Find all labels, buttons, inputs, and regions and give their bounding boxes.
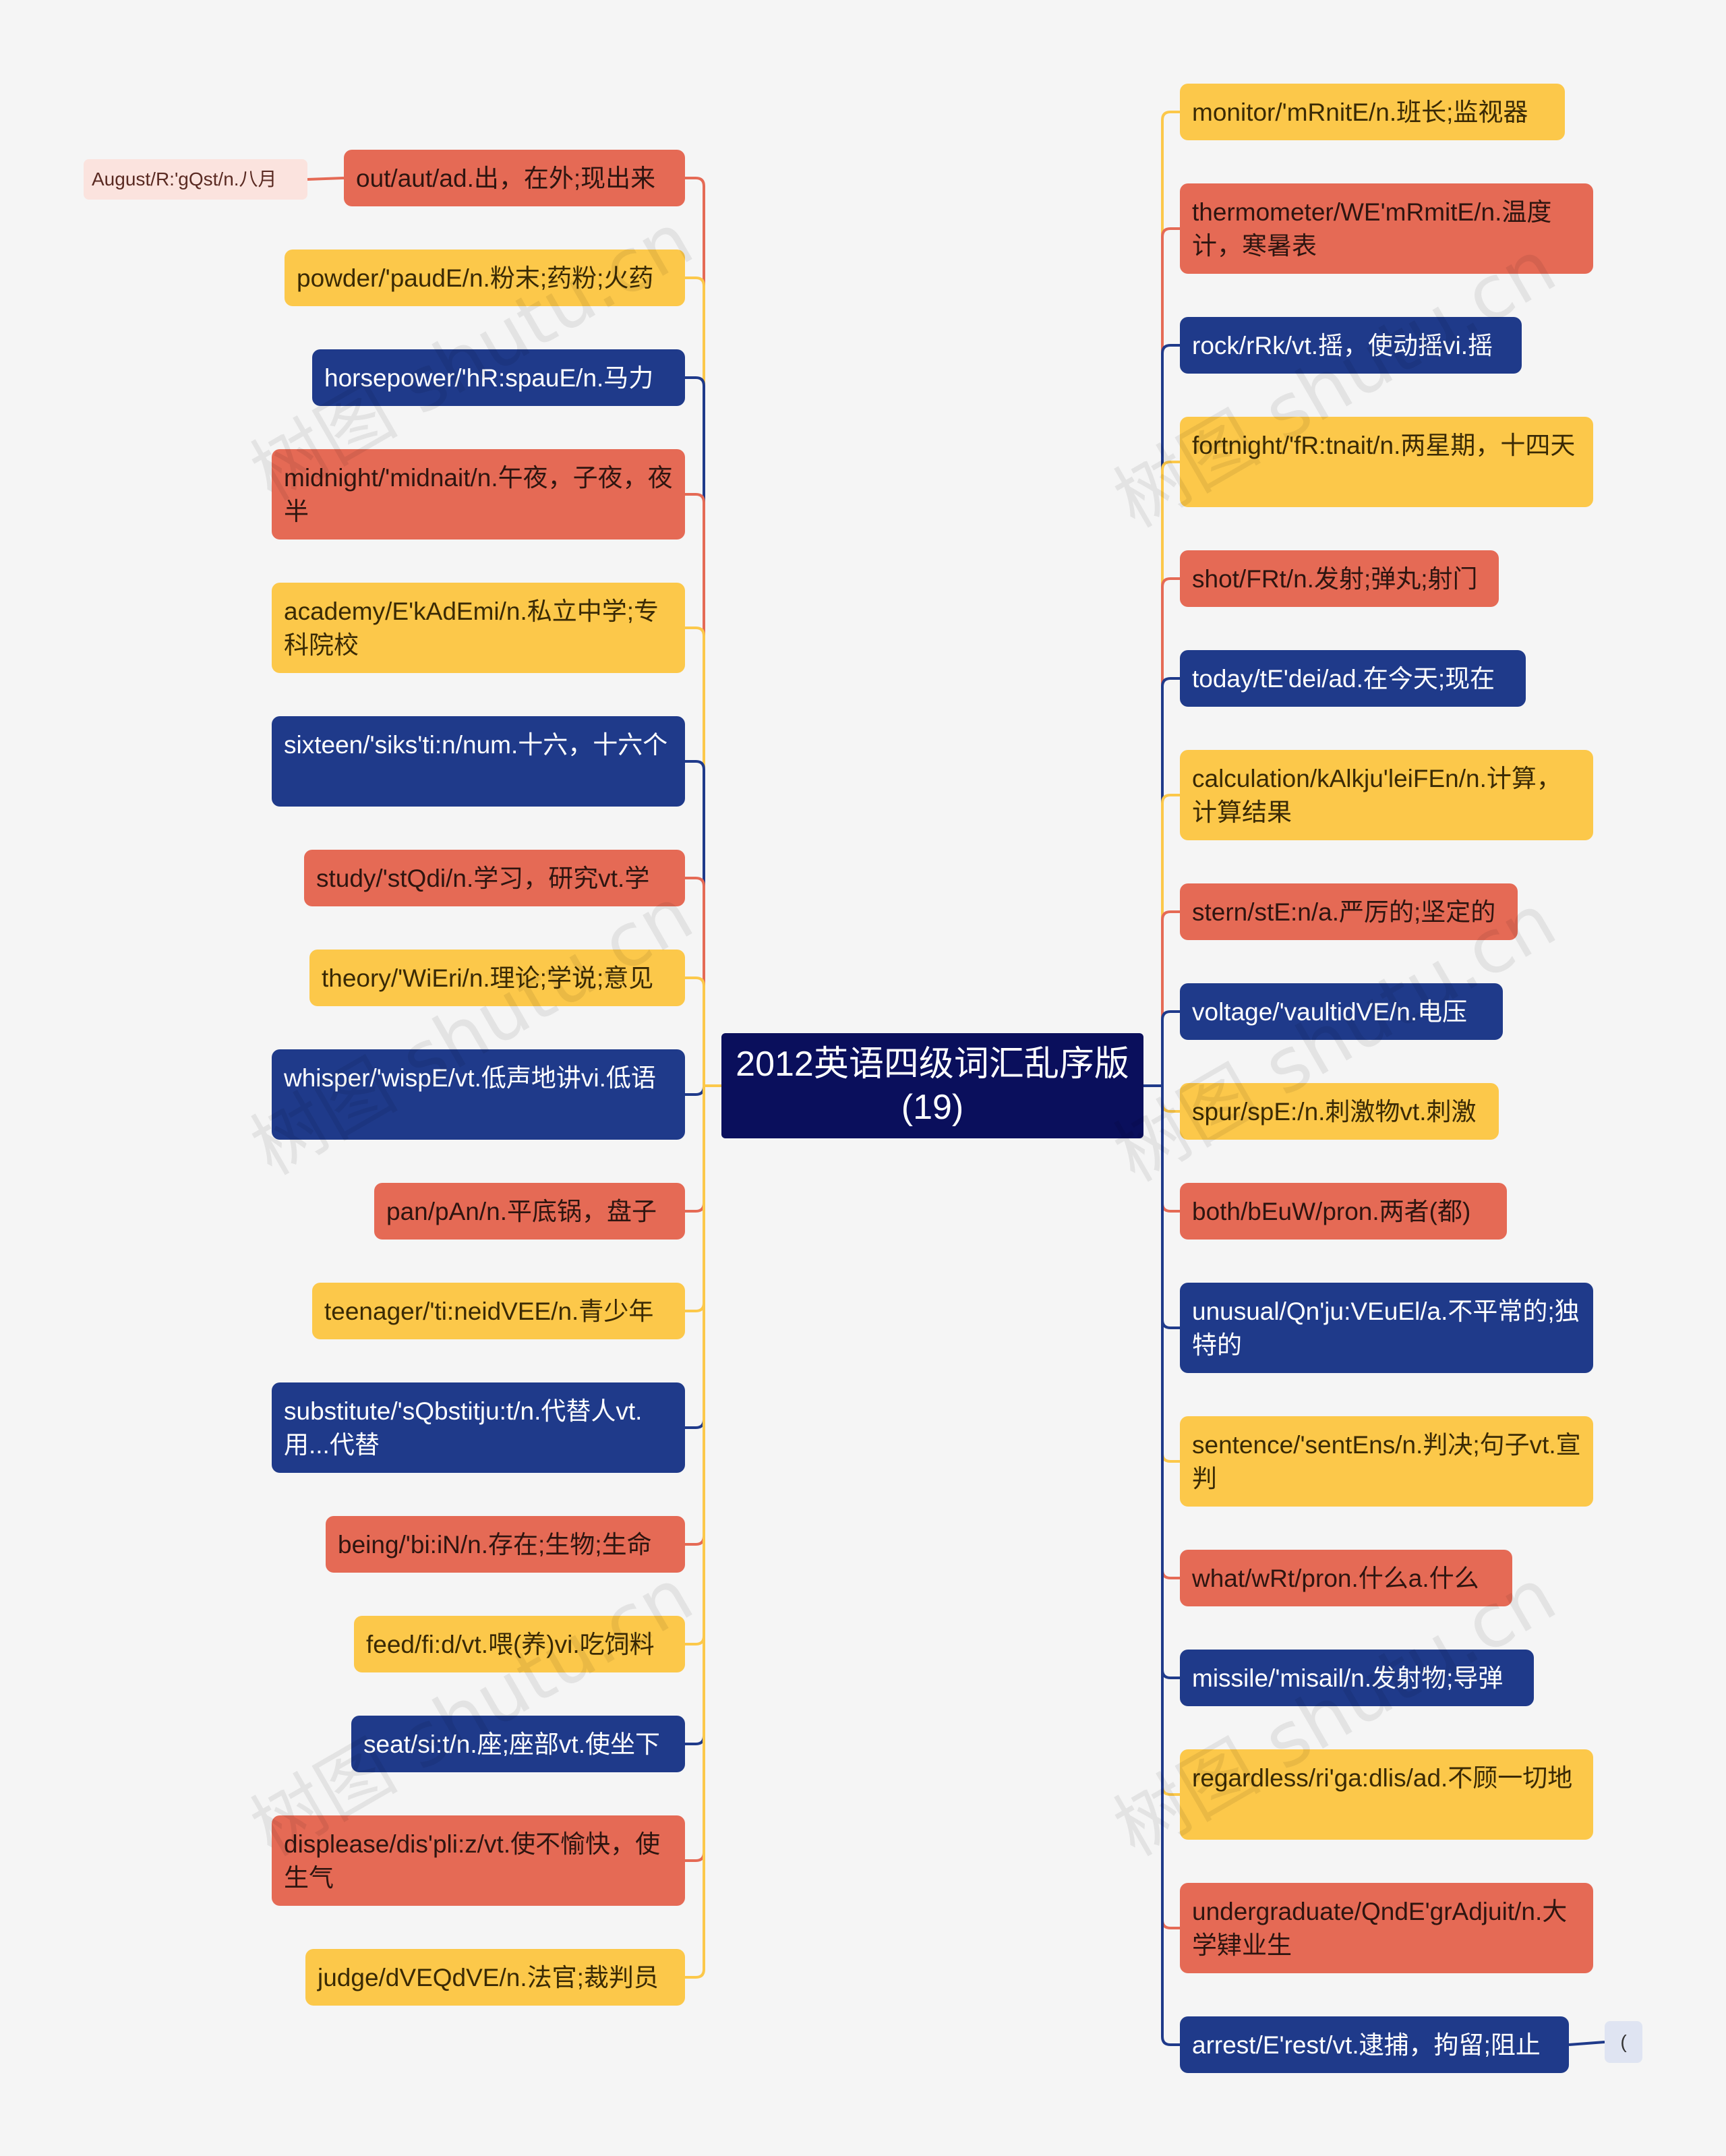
right-topic-label: undergraduate/QndE'grAdjuit/n.大学肄业生 — [1192, 1898, 1568, 1959]
right-topic-node[interactable]: missile/'misail/n.发射物;导弹 — [1180, 1650, 1534, 1706]
right-topic-label: monitor/'mRnitE/n.班长;监视器 — [1192, 98, 1528, 126]
sub-left-connector — [307, 177, 345, 181]
left-topic-node[interactable]: whisper/'wispE/vt.低声地讲vi.低语 — [272, 1049, 685, 1140]
sub-topic-collapsed-label: ( — [1620, 2031, 1627, 2052]
left-topic-label: academy/E'kAdEmi/n.私立中学;专科院校 — [284, 598, 659, 659]
left-topic-label: study/'stQdi/n.学习，研究vt.学 — [316, 865, 650, 892]
sub-topic-august[interactable]: August/R:'gQst/n.八月 — [84, 159, 307, 200]
left-topic-label: midnight/'midnait/n.午夜，子夜，夜半 — [284, 464, 673, 525]
left-topic-label: seat/si:t/n.座;座部vt.使坐下 — [363, 1730, 660, 1758]
left-topic-node[interactable]: horsepower/'hR:spauE/n.马力 — [312, 349, 685, 406]
right-topic-label: rock/rRk/vt.摇，使动摇vi.摇 — [1192, 332, 1493, 359]
right-topic-label: missile/'misail/n.发射物;导弹 — [1192, 1664, 1504, 1692]
left-topic-label: displease/dis'pli:z/vt.使不愉快，使生气 — [284, 1830, 661, 1892]
left-topic-node[interactable]: pan/pAn/n.平底锅，盘子 — [374, 1183, 685, 1240]
left-connector — [685, 1084, 721, 1979]
left-topic-label: sixteen/'siks'ti:n/num.十六，十六个 — [284, 731, 668, 759]
left-connector — [685, 627, 721, 1087]
left-topic-label: teenager/'ti:neidVEE/n.青少年 — [324, 1298, 654, 1325]
left-topic-node[interactable]: feed/fi:d/vt.喂(养)vi.吃饲料 — [354, 1616, 685, 1672]
right-topic-label: unusual/Qn'ju:VEuEl/a.不平常的;独特的 — [1192, 1298, 1580, 1359]
right-topic-node[interactable]: monitor/'mRnitE/n.班长;监视器 — [1180, 84, 1565, 140]
left-connector — [685, 877, 721, 1087]
left-connector — [685, 376, 721, 1087]
central-topic[interactable]: 2012英语四级词汇乱序版(19) — [721, 1033, 1143, 1138]
right-topic-label: both/bEuW/pron.两者(都) — [1192, 1198, 1471, 1225]
left-topic-node[interactable]: seat/si:t/n.座;座部vt.使坐下 — [351, 1716, 685, 1772]
right-topic-label: regardless/ri'ga:dlis/ad.不顾一切地 — [1192, 1764, 1573, 1792]
right-topic-label: shot/FRt/n.发射;弹丸;射门 — [1192, 565, 1478, 593]
right-topic-node[interactable]: undergraduate/QndE'grAdjuit/n.大学肄业生 — [1180, 1883, 1593, 1973]
left-topic-label: theory/'WiEri/n.理论;学说;意见 — [322, 964, 654, 992]
right-topic-node[interactable]: calculation/kAlkju'leiFEn/n.计算，计算结果 — [1180, 750, 1593, 840]
right-topic-node[interactable]: unusual/Qn'ju:VEuEl/a.不平常的;独特的 — [1180, 1283, 1593, 1373]
right-connector — [1143, 677, 1180, 1087]
left-topic-node[interactable]: midnight/'midnait/n.午夜，子夜，夜半 — [272, 449, 685, 540]
right-topic-label: calculation/kAlkju'leiFEn/n.计算，计算结果 — [1192, 765, 1561, 826]
left-topic-node[interactable]: displease/dis'pli:z/vt.使不愉快，使生气 — [272, 1815, 685, 1906]
right-topic-label: stern/stE:n/a.严厉的;坚定的 — [1192, 898, 1496, 926]
right-topic-node[interactable]: arrest/E'rest/vt.逮捕，拘留;阻止 — [1180, 2016, 1569, 2073]
left-topic-label: powder/'paudE/n.粉末;药粉;火药 — [297, 264, 654, 292]
left-topic-node[interactable]: substitute/'sQbstitju:t/n.代替人vt.用...代替 — [272, 1382, 685, 1473]
right-connector — [1143, 794, 1180, 1087]
right-connector — [1143, 111, 1180, 1087]
left-connector — [685, 493, 721, 1087]
right-topic-label: what/wRt/pron.什么a.什么 — [1192, 1565, 1479, 1592]
left-topic-node[interactable]: judge/dVEQdVE/n.法官;裁判员 — [305, 1949, 685, 2006]
left-topic-node[interactable]: theory/'WiEri/n.理论;学说;意见 — [309, 950, 685, 1006]
right-topic-node[interactable]: regardless/ri'ga:dlis/ad.不顾一切地 — [1180, 1749, 1593, 1840]
right-topic-node[interactable]: voltage/'vaultidVE/n.电压 — [1180, 983, 1503, 1040]
left-topic-label: feed/fi:d/vt.喂(养)vi.吃饲料 — [366, 1631, 655, 1658]
left-topic-label: out/aut/ad.出，在外;现出来 — [356, 165, 656, 192]
left-topic-label: substitute/'sQbstitju:t/n.代替人vt.用...代替 — [284, 1397, 643, 1459]
right-topic-node[interactable]: thermometer/WE'mRmitE/n.温度计，寒暑表 — [1180, 183, 1593, 274]
left-topic-node[interactable]: academy/E'kAdEmi/n.私立中学;专科院校 — [272, 583, 685, 673]
left-connector — [685, 177, 721, 1087]
right-connector — [1143, 344, 1180, 1087]
right-topic-node[interactable]: spur/spE:/n.刺激物vt.刺激 — [1180, 1083, 1499, 1140]
left-topic-node[interactable]: powder/'paudE/n.粉末;药粉;火药 — [285, 250, 685, 306]
left-connector — [685, 276, 721, 1087]
sub-topic-collapsed[interactable]: ( — [1605, 2021, 1642, 2063]
left-topic-node[interactable]: sixteen/'siks'ti:n/num.十六，十六个 — [272, 716, 685, 807]
right-topic-label: fortnight/'fR:tnait/n.两星期，十四天 — [1192, 432, 1576, 459]
right-topic-label: spur/spE:/n.刺激物vt.刺激 — [1192, 1098, 1477, 1126]
right-connector — [1143, 227, 1180, 1087]
right-connector — [1143, 1084, 1180, 2046]
left-topic-label: pan/pAn/n.平底锅，盘子 — [386, 1198, 657, 1225]
left-topic-node[interactable]: study/'stQdi/n.学习，研究vt.学 — [304, 850, 685, 906]
right-connector — [1143, 461, 1180, 1087]
left-topic-node[interactable]: being/'bi:iN/n.存在;生物;生命 — [326, 1516, 685, 1573]
left-topic-label: whisper/'wispE/vt.低声地讲vi.低语 — [284, 1064, 656, 1092]
right-topic-node[interactable]: fortnight/'fR:tnait/n.两星期，十四天 — [1180, 417, 1593, 507]
left-topic-node[interactable]: teenager/'ti:neidVEE/n.青少年 — [312, 1283, 685, 1339]
right-connector — [1143, 910, 1180, 1087]
right-topic-label: today/tE'dei/ad.在今天;现在 — [1192, 665, 1495, 693]
central-topic-label: 2012英语四级词汇乱序版(19) — [736, 1045, 1129, 1127]
right-connector — [1143, 1010, 1180, 1087]
right-topic-node[interactable]: sentence/'sentEns/n.判决;句子vt.宣判 — [1180, 1416, 1593, 1507]
sub-topic-august-label: August/R:'gQst/n.八月 — [92, 169, 277, 190]
left-topic-label: being/'bi:iN/n.存在;生物;生命 — [338, 1531, 652, 1558]
right-topic-node[interactable]: what/wRt/pron.什么a.什么 — [1180, 1550, 1512, 1606]
right-topic-node[interactable]: shot/FRt/n.发射;弹丸;射门 — [1180, 550, 1499, 607]
right-topic-label: arrest/E'rest/vt.逮捕，拘留;阻止 — [1192, 2031, 1541, 2059]
right-topic-label: sentence/'sentEns/n.判决;句子vt.宣判 — [1192, 1431, 1581, 1492]
right-connector — [1143, 577, 1180, 1087]
left-connector — [685, 977, 721, 1087]
sub-right-connector — [1568, 2041, 1605, 2046]
right-topic-node[interactable]: rock/rRk/vt.摇，使动摇vi.摇 — [1180, 317, 1522, 374]
left-connector — [685, 760, 721, 1087]
left-topic-label: judge/dVEQdVE/n.法官;裁判员 — [318, 1964, 659, 1991]
right-topic-label: thermometer/WE'mRmitE/n.温度计，寒暑表 — [1192, 198, 1552, 260]
right-topic-node[interactable]: stern/stE:n/a.严厉的;坚定的 — [1180, 883, 1518, 940]
right-topic-node[interactable]: both/bEuW/pron.两者(都) — [1180, 1183, 1507, 1240]
left-topic-node[interactable]: out/aut/ad.出，在外;现出来 — [344, 150, 685, 206]
left-topic-label: horsepower/'hR:spauE/n.马力 — [324, 364, 654, 392]
right-topic-label: voltage/'vaultidVE/n.电压 — [1192, 998, 1468, 1026]
right-topic-node[interactable]: today/tE'dei/ad.在今天;现在 — [1180, 650, 1526, 707]
